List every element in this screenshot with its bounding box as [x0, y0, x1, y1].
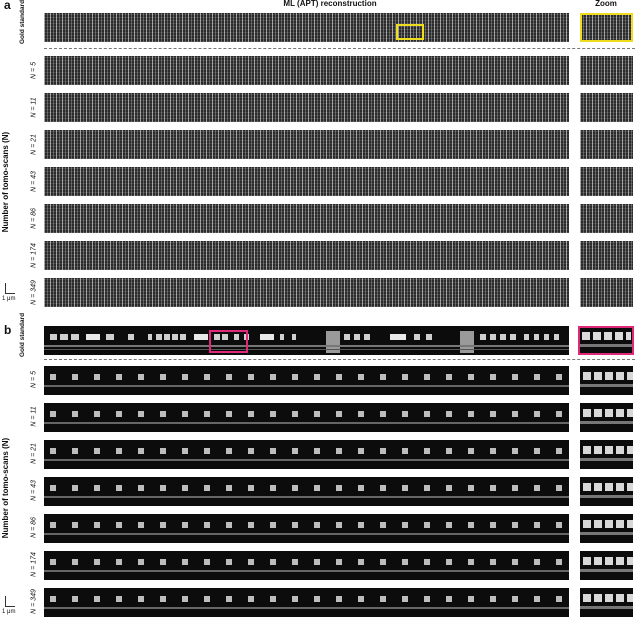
- panel-b-scale-text: 1 μm: [2, 609, 16, 615]
- panel-a-row-label: N = 11: [30, 97, 38, 118]
- panel-b-row-label: N = 11: [30, 406, 38, 427]
- panel-b-row-strip: [44, 477, 569, 506]
- panel-a-axis-label: Number of tomo-scans (N): [1, 131, 10, 233]
- panel-a-row-strip: [44, 278, 569, 307]
- panel-b-row-label: N = 86: [30, 517, 38, 538]
- panel-a-gold-zoom-frame: [580, 13, 633, 42]
- panel-a-row-zoom: [580, 56, 633, 85]
- panel-b-axis-label: Number of tomo-scans (N): [1, 437, 10, 539]
- panel-a-gold-highlight: [396, 24, 424, 40]
- panel-a-row-label: N = 43: [30, 171, 38, 192]
- panel-b-row-zoom: [580, 551, 633, 580]
- panel-b-row-zoom: [580, 514, 633, 543]
- panel-a-row-zoom: [580, 93, 633, 122]
- panel-a-gold-zoom: [580, 13, 633, 42]
- panel-a-row-strip: [44, 167, 569, 196]
- panel-a-letter: a: [4, 0, 11, 12]
- panel-b-gold-label: Gold standard: [19, 312, 26, 357]
- panel-a-row-zoom: [580, 167, 633, 196]
- panel-b-separator: [44, 359, 635, 360]
- panel-a-row-strip: [44, 56, 569, 85]
- panel-b-row-zoom: [580, 366, 633, 395]
- panel-b-gold-zoom-frame: [578, 326, 634, 355]
- panel-a-row-strip: [44, 204, 569, 233]
- panel-b-row-strip: [44, 403, 569, 432]
- panel-a-gold-strip: [44, 13, 569, 42]
- panel-b-row-label: N = 349: [30, 589, 38, 614]
- panel-a-row-strip: [44, 93, 569, 122]
- panel-a-scale-text: 1 μm: [2, 296, 16, 302]
- panel-b-row-zoom: [580, 403, 633, 432]
- panel-a-row-strip: [44, 241, 569, 270]
- panel-a-row-zoom: [580, 130, 633, 159]
- panel-a-row-zoom: [580, 278, 633, 307]
- panel-b-row-label: N = 21: [30, 443, 38, 464]
- panel-a-row-label: N = 174: [30, 243, 38, 268]
- panel-b-row-strip: [44, 366, 569, 395]
- panel-a-row-strip: [44, 130, 569, 159]
- panel-a-scale-bar: [5, 283, 15, 294]
- panel-b-row-strip: [44, 440, 569, 469]
- panel-b-gold-zoom: [578, 326, 634, 355]
- panel-b-row-zoom: [580, 440, 633, 469]
- panel-b-row-label: N = 5: [30, 371, 38, 388]
- panel-a-row-label: N = 21: [30, 134, 38, 155]
- panel-b-gold-highlight: [209, 330, 248, 353]
- panel-b-row-strip: [44, 514, 569, 543]
- panel-b-row-label: N = 174: [30, 552, 38, 577]
- panel-a-row-zoom: [580, 241, 633, 270]
- panel-a-row-zoom: [580, 204, 633, 233]
- panel-a-gold-label: Gold standard: [19, 0, 26, 44]
- panel-a-separator: [44, 48, 635, 49]
- panel-b-row-strip: [44, 588, 569, 617]
- panel-a-header-zoom: Zoom: [595, 0, 617, 8]
- panel-b-row-zoom: [580, 477, 633, 506]
- panel-b-row-strip: [44, 551, 569, 580]
- panel-b-row-label: N = 43: [30, 480, 38, 501]
- panel-a-row-label: N = 86: [30, 208, 38, 229]
- panel-b-gold-strip: [44, 326, 569, 355]
- panel-a-header-main: ML (APT) reconstruction: [283, 0, 377, 8]
- panel-b-scale-bar: [5, 596, 15, 607]
- panel-b-letter: b: [4, 323, 12, 337]
- panel-a-row-label: N = 349: [30, 280, 38, 305]
- panel-b-row-zoom: [580, 588, 633, 617]
- panel-a-row-label: N = 5: [30, 62, 38, 79]
